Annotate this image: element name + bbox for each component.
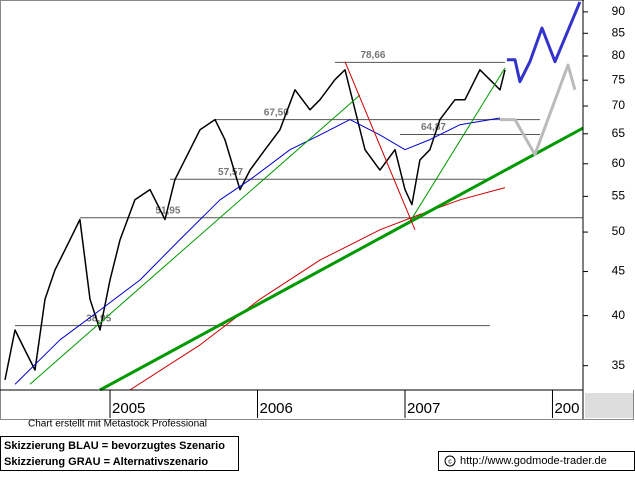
y-tick-label: 40 bbox=[612, 308, 626, 322]
y-tick-label: 55 bbox=[612, 189, 626, 203]
series-line bbox=[344, 61, 416, 230]
series-line bbox=[409, 67, 506, 222]
note: Skizzierung BLAU = bevorzugtes Szenario bbox=[4, 440, 225, 452]
x-tick-label: 2005 bbox=[112, 400, 145, 417]
note-box bbox=[0, 436, 239, 471]
series-line bbox=[506, 1, 582, 84]
copyright-icon bbox=[444, 455, 456, 467]
level-label: 57,57 bbox=[218, 167, 243, 178]
credit: Chart erstellt mit Metastock Professiona… bbox=[28, 419, 207, 430]
y-tick-label: 45 bbox=[612, 264, 626, 278]
source: http://www.godmode-trader.de bbox=[460, 455, 607, 467]
note: Skizzierung GRAU = Alternativszenario bbox=[4, 456, 208, 468]
hatch-box bbox=[585, 393, 633, 418]
y-tick-label: 50 bbox=[612, 224, 626, 238]
series-line bbox=[29, 94, 361, 385]
axis-bg bbox=[1, 391, 583, 419]
series-line bbox=[14, 117, 501, 385]
y-tick-label: 35 bbox=[612, 358, 626, 372]
x-tick-label: 200 bbox=[554, 400, 579, 417]
copyright-icon: c bbox=[448, 458, 452, 465]
x-tick-label: 2006 bbox=[260, 400, 293, 417]
x-tick-label: 2007 bbox=[407, 400, 440, 417]
y-tick-label: 65 bbox=[612, 126, 626, 140]
y-tick-label: 85 bbox=[612, 25, 626, 39]
level-label: 67,50 bbox=[264, 107, 289, 118]
series-line bbox=[99, 126, 584, 392]
series-line bbox=[129, 187, 506, 391]
level-label: 64,87 bbox=[421, 122, 446, 133]
y-tick-label: 80 bbox=[612, 48, 626, 62]
level-label: 51,95 bbox=[155, 205, 180, 216]
y-tick-label: 75 bbox=[612, 72, 626, 86]
y-tick-label: 70 bbox=[612, 98, 626, 112]
axis-bg bbox=[584, 0, 634, 390]
level-label: 78,66 bbox=[360, 50, 385, 61]
level-label: 38,95 bbox=[86, 313, 111, 324]
series-line bbox=[500, 63, 577, 156]
y-tick-label: 90 bbox=[612, 4, 626, 18]
frame bbox=[0, 0, 634, 420]
y-tick-label: 60 bbox=[612, 156, 626, 170]
series-line bbox=[4, 69, 506, 381]
